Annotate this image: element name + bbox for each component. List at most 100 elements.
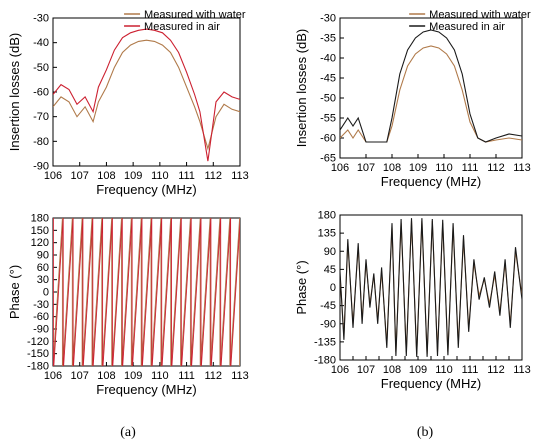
y-tick-label: 90 <box>324 246 336 258</box>
y-tick-label: 0 <box>43 287 49 299</box>
x-tick-label: 107 <box>71 370 89 382</box>
y-tick-label: -180 <box>27 361 49 373</box>
x-tick-label: 109 <box>409 162 427 174</box>
legend-label: Measured with water <box>429 9 531 21</box>
y-tick-label: 45 <box>324 264 336 276</box>
plot-frame <box>339 17 523 159</box>
y-tick-label: -60 <box>33 311 49 323</box>
x-tick-label: 111 <box>462 162 479 174</box>
chart-b-insertion-losses: 106 107 108 109 110 111 112 113 -30 -35 -40 -45 -50 -… <box>294 9 531 189</box>
x-tick-label: 113 <box>231 170 249 182</box>
series-line <box>340 218 522 357</box>
x-axis-label: Frequency (MHz) <box>96 382 196 397</box>
x-tick-label: 107 <box>357 364 375 376</box>
x-tick-label: 112 <box>205 170 223 182</box>
chart-b-phase: 106 107 108 109 110 111 112 113 180 135 90 45 0 -45 -9… <box>294 210 531 392</box>
x-tick-label: 106 <box>331 162 349 174</box>
x-tick-label: 112 <box>205 370 223 382</box>
x-tick-label: 108 <box>383 364 401 376</box>
y-tick-label: 180 <box>318 210 336 222</box>
x-tick-label: 111 <box>178 170 195 182</box>
x-tick-label: 112 <box>487 162 505 174</box>
y-tick-label: 90 <box>37 250 49 262</box>
x-tick-label: 110 <box>435 364 453 376</box>
series-line <box>53 39 240 151</box>
y-tick-label: -30 <box>33 13 49 25</box>
series-group <box>53 218 240 366</box>
y-tick-label: -90 <box>33 324 49 336</box>
y-tick-label: -45 <box>320 73 336 85</box>
x-tick-label: 106 <box>331 364 349 376</box>
chart-a-insertion-losses: 106 107 108 109 110 111 112 113 -30 -40 -50 -60 -70 -… <box>7 9 249 197</box>
y-tick-label: -50 <box>33 62 49 74</box>
x-tick-label: 106 <box>44 170 62 182</box>
y-tick-label: -35 <box>320 33 336 45</box>
y-tick-label: -70 <box>33 111 49 123</box>
y-tick-label: -30 <box>320 13 336 25</box>
y-axis-label: Insertion losses (dB) <box>294 29 309 148</box>
x-tick-label: 109 <box>124 170 142 182</box>
y-tick-label: -65 <box>320 153 336 165</box>
x-tick-label: 110 <box>151 370 169 382</box>
legend-label: Measured with water <box>144 9 246 21</box>
caption-b: (b) <box>417 425 434 440</box>
y-tick-label: 135 <box>318 228 336 240</box>
series-line <box>340 45 522 143</box>
x-axis-label: Frequency (MHz) <box>381 376 481 391</box>
y-tick-label: -55 <box>320 113 336 125</box>
x-tick-label: 111 <box>178 370 195 382</box>
x-tick-label: 106 <box>44 370 62 382</box>
y-tick-label: 180 <box>31 213 49 225</box>
y-tick-label: -80 <box>33 136 49 148</box>
x-tick-label: 110 <box>435 162 453 174</box>
y-tick-label: -90 <box>33 161 49 173</box>
x-tick-label: 113 <box>513 162 531 174</box>
x-tick-label: 113 <box>231 370 249 382</box>
series-line <box>53 28 240 162</box>
x-tick-label: 107 <box>357 162 375 174</box>
y-tick-label: 30 <box>37 274 49 286</box>
y-tick-label: -45 <box>320 300 336 312</box>
y-tick-label: -40 <box>33 37 49 49</box>
y-tick-label: -50 <box>320 93 336 105</box>
y-tick-label: -60 <box>320 133 336 145</box>
series-line <box>53 218 240 366</box>
y-tick-label: -30 <box>33 299 49 311</box>
y-tick-label: -90 <box>320 318 336 330</box>
y-tick-label: -180 <box>314 355 336 367</box>
series-line <box>340 29 522 143</box>
caption-a: (a) <box>120 425 136 440</box>
y-axis-label: Insertion losses (dB) <box>7 33 22 152</box>
y-axis-label: Phase (°) <box>294 260 309 314</box>
series-line <box>53 218 240 366</box>
y-tick-label: 150 <box>31 225 49 237</box>
x-tick-label: 108 <box>383 162 401 174</box>
series-group <box>340 29 522 143</box>
series-group <box>53 28 240 162</box>
plot-frame <box>339 214 523 361</box>
y-tick-label: -150 <box>27 348 49 360</box>
x-tick-label: 109 <box>124 370 142 382</box>
series-group <box>340 218 522 357</box>
legend-label: Measured in air <box>429 21 505 33</box>
y-tick-label: -120 <box>27 336 49 348</box>
legend-label: Measured in air <box>144 21 220 33</box>
x-tick-label: 112 <box>487 364 505 376</box>
x-tick-label: 111 <box>462 364 479 376</box>
x-tick-label: 108 <box>97 170 115 182</box>
x-tick-label: 113 <box>513 364 531 376</box>
x-tick-label: 107 <box>71 170 89 182</box>
x-tick-label: 109 <box>409 364 427 376</box>
y-tick-label: -40 <box>320 53 336 65</box>
x-axis-label: Frequency (MHz) <box>381 174 481 189</box>
y-tick-label: -135 <box>314 336 336 348</box>
y-tick-label: 120 <box>31 237 49 249</box>
y-tick-label: 60 <box>37 262 49 274</box>
y-axis-label: Phase (°) <box>7 265 22 319</box>
x-tick-label: 110 <box>151 170 169 182</box>
chart-a-phase: 106 107 108 109 110 111 112 113 1801501209060300… <box>7 213 249 398</box>
y-tick-label: -60 <box>33 87 49 99</box>
x-axis-label: Frequency (MHz) <box>96 182 196 197</box>
y-tick-label: 0 <box>330 282 336 294</box>
